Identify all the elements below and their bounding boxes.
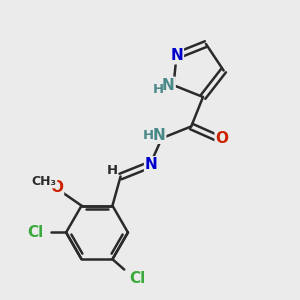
Text: H: H bbox=[143, 129, 154, 142]
Text: CH₃: CH₃ bbox=[32, 175, 57, 188]
Text: Cl: Cl bbox=[129, 271, 145, 286]
Text: O: O bbox=[216, 131, 229, 146]
Text: O: O bbox=[50, 180, 63, 195]
Text: N: N bbox=[145, 157, 158, 172]
Text: N: N bbox=[162, 78, 175, 93]
Text: H: H bbox=[153, 83, 164, 96]
Text: methoxy: methoxy bbox=[38, 179, 44, 180]
Text: H: H bbox=[107, 164, 118, 176]
Text: N: N bbox=[170, 48, 183, 63]
Text: Cl: Cl bbox=[27, 225, 43, 240]
Text: N: N bbox=[152, 128, 165, 143]
